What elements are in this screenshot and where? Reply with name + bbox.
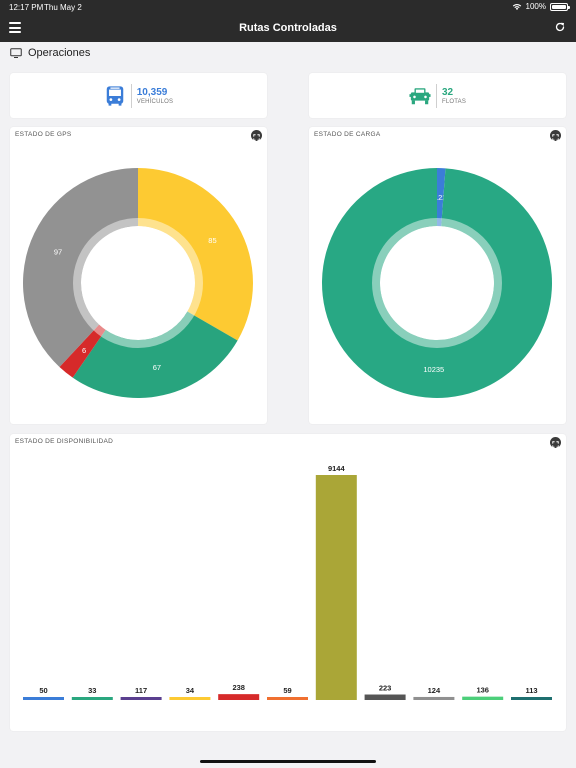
gps-slice-2[interactable] xyxy=(59,324,106,378)
bar-4[interactable] xyxy=(218,694,260,700)
fleets-count: 32 xyxy=(441,86,454,98)
status-time: 12:17 PM xyxy=(9,3,44,12)
bar-label-1: 33 xyxy=(88,686,96,695)
availability-bar-chart: 50 33 117 34 238 59 9144 223 124 136 113 xyxy=(23,464,552,700)
bar-3[interactable] xyxy=(169,697,211,700)
bar-label-9: 136 xyxy=(476,686,489,695)
section-title: Operaciones xyxy=(28,47,91,59)
bar-10[interactable] xyxy=(511,697,552,700)
bar-9[interactable] xyxy=(462,696,504,700)
status-date: Thu May 2 xyxy=(44,3,82,12)
bar-label-3: 34 xyxy=(186,686,195,695)
bar-5[interactable] xyxy=(267,697,308,700)
gps-slice-label-1: 67 xyxy=(153,363,161,372)
bar-2[interactable] xyxy=(120,697,162,700)
expand-icon[interactable] xyxy=(550,130,561,141)
status-bar: 12:17 PM Thu May 2 100% xyxy=(0,0,576,14)
bar-label-7: 223 xyxy=(379,684,392,693)
status-right: 100% xyxy=(512,2,570,11)
fleet-truck-icon xyxy=(409,87,431,104)
gps-slice-label-0: 85 xyxy=(208,236,216,245)
kpi-vehicles-card[interactable]: 10,359 VEHÍCULOS xyxy=(10,73,267,118)
bar-6[interactable] xyxy=(315,475,357,700)
home-indicator[interactable] xyxy=(200,760,376,763)
load-status-card: ESTADO DE CARGA 122 10235 xyxy=(309,127,566,424)
fleets-label: FLOTAS xyxy=(441,98,467,105)
bar-label-8: 124 xyxy=(428,686,441,695)
page-title: Rutas Controladas xyxy=(239,22,337,34)
expand-icon[interactable] xyxy=(550,437,561,448)
kpi-separator xyxy=(130,83,132,108)
gps-inner-ring xyxy=(73,218,203,348)
bar-label-5: 59 xyxy=(283,686,291,695)
monitor-icon xyxy=(10,47,22,58)
gps-slice-1[interactable] xyxy=(72,311,238,398)
bar-label-6: 9144 xyxy=(328,464,346,473)
expand-icon[interactable] xyxy=(251,130,262,141)
load-slice-0[interactable] xyxy=(437,168,446,227)
battery-percent: 100% xyxy=(525,2,546,11)
hamburger-menu-icon[interactable] xyxy=(9,22,21,33)
gps-slice-0[interactable] xyxy=(138,168,253,341)
vehicles-label: VEHÍCULOS xyxy=(136,98,174,105)
load-chart-title: ESTADO DE CARGA xyxy=(314,131,381,138)
load-slice-1[interactable] xyxy=(321,168,552,398)
battery-icon xyxy=(550,2,570,11)
bus-icon xyxy=(106,85,123,106)
availability-chart-title: ESTADO DE DISPONIBILIDAD xyxy=(15,438,114,445)
gps-status-card: ESTADO DE GPS 85 67 6 97 xyxy=(10,127,267,424)
bar-0[interactable] xyxy=(23,697,64,700)
nav-bar: Rutas Controladas xyxy=(0,14,576,42)
gps-chart-title: ESTADO DE GPS xyxy=(15,131,72,138)
gps-slice-label-2: 6 xyxy=(82,346,86,355)
bar-1[interactable] xyxy=(71,697,113,700)
wifi-icon xyxy=(512,3,521,10)
load-inner-ring xyxy=(372,218,502,348)
load-slice-label-1: 10235 xyxy=(423,365,444,374)
refresh-icon[interactable] xyxy=(554,21,566,33)
bar-label-0: 50 xyxy=(39,686,47,695)
gps-slice-3[interactable] xyxy=(23,168,138,368)
section-header: Operaciones xyxy=(10,45,90,61)
kpi-fleets-card[interactable]: 32 FLOTAS xyxy=(309,73,566,118)
gps-slice-label-3: 97 xyxy=(54,247,62,256)
bar-8[interactable] xyxy=(413,696,455,700)
bar-label-2: 117 xyxy=(135,686,147,695)
vehicles-count: 10,359 xyxy=(136,86,168,98)
bar-label-10: 113 xyxy=(525,686,537,695)
bar-label-4: 238 xyxy=(232,683,245,692)
kpi-separator xyxy=(435,83,437,108)
load-slice-label-0: 122 xyxy=(434,193,447,202)
load-donut-chart: 122 10235 xyxy=(321,168,552,398)
gps-donut-chart: 85 67 6 97 xyxy=(23,168,253,398)
availability-card: ESTADO DE DISPONIBILIDAD 50 33 117 34 238 59 9… xyxy=(10,434,566,731)
bar-7[interactable] xyxy=(364,694,406,700)
